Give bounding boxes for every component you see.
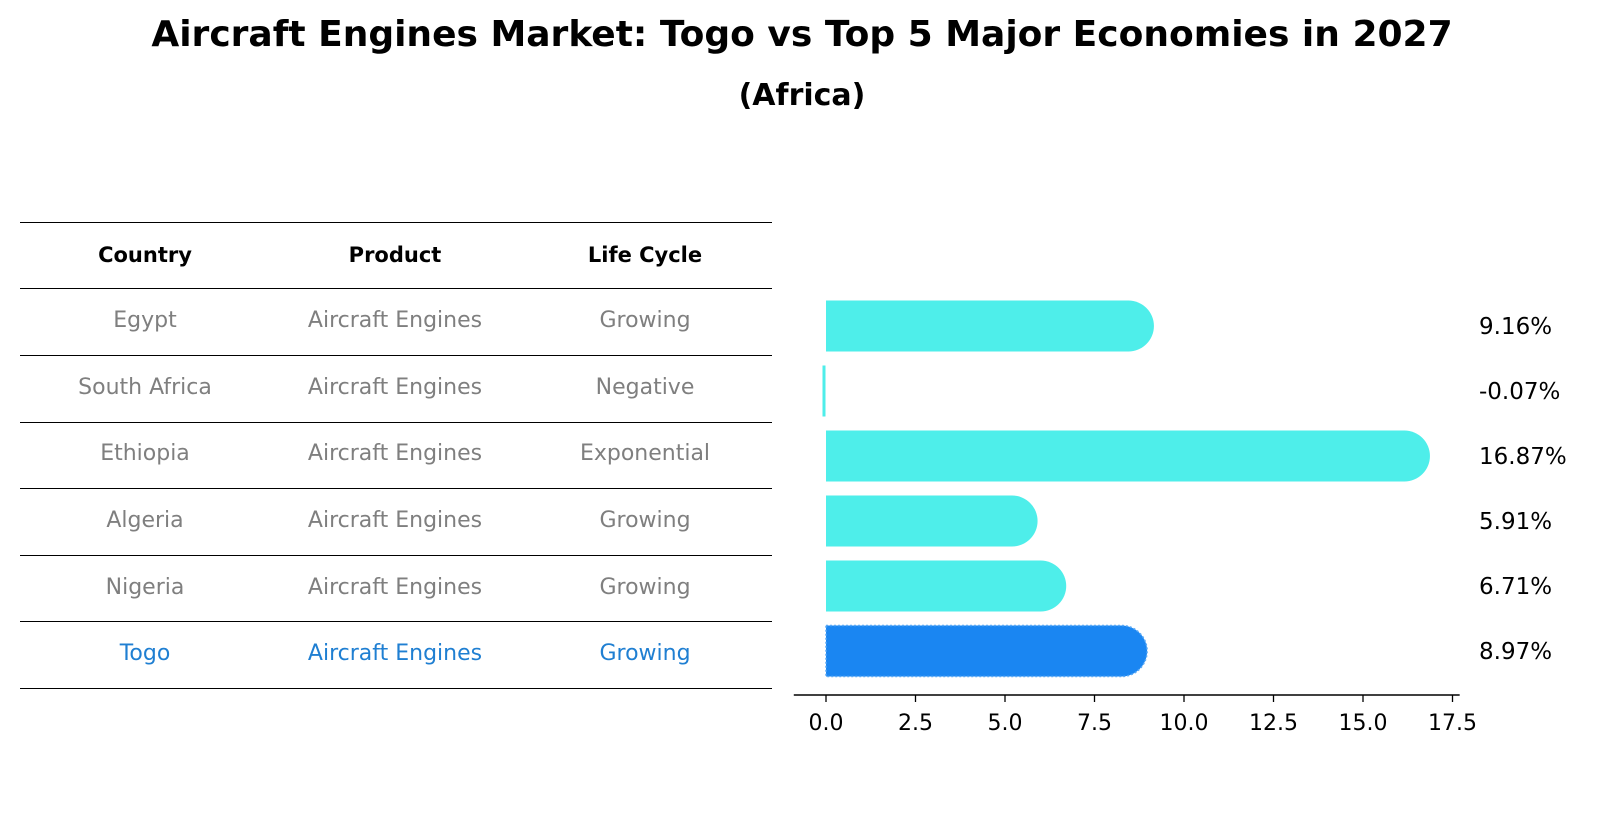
table-cell-product: Aircraft Engines: [307, 641, 483, 666]
bar-nigeria: [826, 560, 1067, 612]
chart-subtitle: (Africa): [738, 78, 866, 113]
bar-algeria: [826, 495, 1038, 547]
column-header-country: Country: [98, 243, 192, 267]
table-cell-country: Algeria: [106, 508, 184, 533]
x-tick-label: 5.0: [988, 711, 1023, 736]
table-cell-product: Aircraft Engines: [307, 308, 483, 333]
x-tick-label: 0.0: [809, 711, 844, 736]
table-row-rule: [20, 422, 772, 423]
bar-south-africa: [822, 365, 826, 417]
x-tick-label: 12.5: [1249, 711, 1298, 736]
column-header-product: Product: [348, 243, 442, 267]
bar-ethiopia: [826, 430, 1430, 482]
chart-title: Aircraft Engines Market: Togo vs Top 5 M…: [151, 14, 1453, 55]
table-cell-product: Aircraft Engines: [307, 441, 483, 466]
table-cell-life-cycle: Growing: [599, 308, 691, 333]
table-cell-country: Egypt: [113, 308, 177, 333]
table-bottom-rule: [20, 688, 772, 689]
table-header-rule: [20, 288, 772, 289]
value-label: 8.97%: [1479, 639, 1552, 665]
x-tick-label: 15.0: [1339, 711, 1388, 736]
value-label: 16.87%: [1479, 444, 1567, 470]
table-cell-life-cycle: Exponential: [579, 441, 711, 466]
table-top-rule: [20, 222, 772, 223]
table-row-rule: [20, 355, 772, 356]
table-cell-product: Aircraft Engines: [307, 575, 483, 600]
x-tick-label: 17.5: [1428, 711, 1477, 736]
value-label: -0.07%: [1479, 379, 1560, 405]
x-tick-label: 7.5: [1077, 711, 1112, 736]
table-cell-life-cycle: Growing: [599, 641, 691, 666]
table-row-rule: [20, 488, 772, 489]
table-cell-country: Nigeria: [105, 575, 185, 600]
table-cell-product: Aircraft Engines: [307, 508, 483, 533]
value-label: 5.91%: [1479, 509, 1552, 535]
table-cell-life-cycle: Growing: [599, 575, 691, 600]
table-cell-product: Aircraft Engines: [307, 375, 483, 400]
table-cell-country: South Africa: [78, 375, 212, 400]
table-row-rule: [20, 555, 772, 556]
value-label: 9.16%: [1479, 314, 1552, 340]
table-cell-life-cycle: Growing: [599, 508, 691, 533]
x-tick-label: 10.0: [1160, 711, 1209, 736]
x-tick-label: 2.5: [898, 711, 933, 736]
value-label: 6.71%: [1479, 574, 1552, 600]
bar-togo: [825, 624, 1148, 678]
table-cell-life-cycle: Negative: [595, 375, 695, 400]
table-row-rule: [20, 621, 772, 622]
table-cell-country: Ethiopia: [100, 441, 190, 466]
column-header-life-cycle: Life Cycle: [587, 243, 703, 267]
table-cell-country: Togo: [119, 641, 171, 666]
bar-egypt: [826, 300, 1154, 352]
